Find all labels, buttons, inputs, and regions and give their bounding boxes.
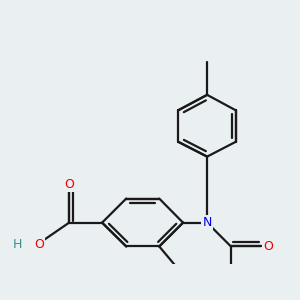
- Text: O: O: [34, 238, 44, 250]
- Text: H: H: [13, 238, 22, 250]
- Text: N: N: [202, 216, 212, 229]
- Text: O: O: [263, 240, 273, 253]
- Text: O: O: [64, 178, 74, 191]
